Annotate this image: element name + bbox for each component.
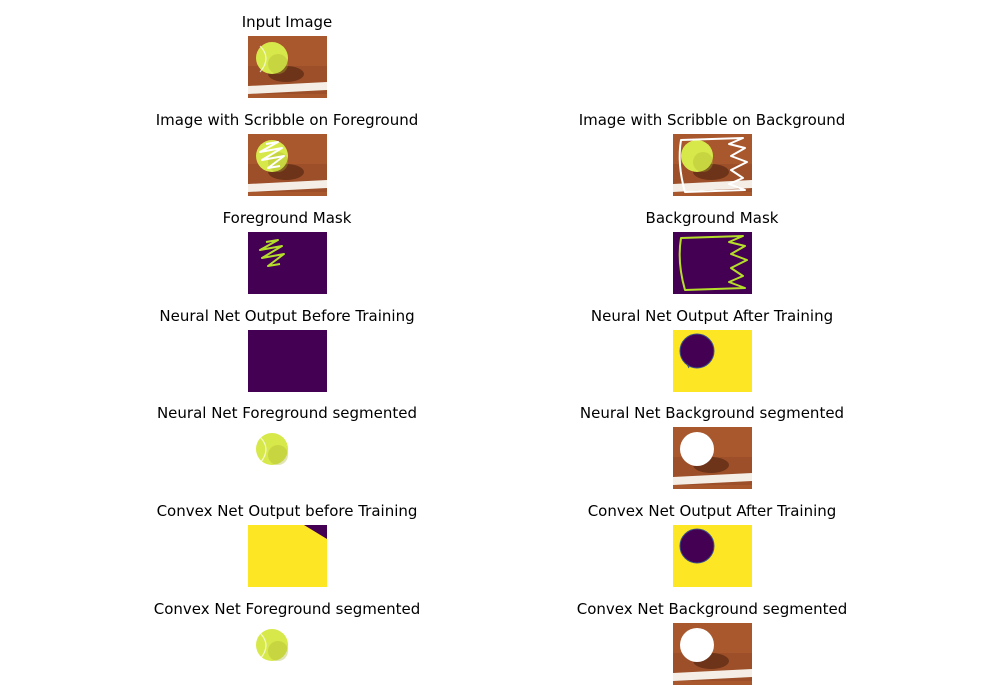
title-foreground-mask: Foreground Mask <box>222 209 352 227</box>
title-nn-before: Neural Net Output Before Training <box>159 307 415 325</box>
input-image <box>248 36 327 98</box>
background-mask <box>673 232 752 294</box>
title-nn-after: Neural Net Output After Training <box>590 307 834 325</box>
title-nn-background: Neural Net Background segmented <box>579 404 845 422</box>
nn-output-before <box>248 330 327 392</box>
cn-foreground-segmented <box>248 623 327 685</box>
cn-background-segmented <box>673 623 752 685</box>
nn-background-segmented <box>673 427 752 489</box>
title-cn-after: Convex Net Output After Training <box>587 502 837 520</box>
title-background-mask: Background Mask <box>645 209 779 227</box>
image-scribble-foreground <box>248 134 327 196</box>
title-nn-foreground: Neural Net Foreground segmented <box>156 404 418 422</box>
nn-foreground-segmented <box>248 427 327 489</box>
foreground-mask <box>248 232 327 294</box>
image-scribble-background <box>673 134 752 196</box>
title-cn-foreground: Convex Net Foreground segmented <box>153 600 421 618</box>
title-scribble-foreground: Image with Scribble on Foreground <box>155 111 419 129</box>
cn-output-before <box>248 525 327 587</box>
nn-output-after <box>673 330 752 392</box>
title-cn-background: Convex Net Background segmented <box>576 600 848 618</box>
title-scribble-background: Image with Scribble on Background <box>578 111 846 129</box>
cn-output-after <box>673 525 752 587</box>
title-cn-before: Convex Net Output before Training <box>156 502 418 520</box>
title-input-image: Input Image <box>241 13 333 31</box>
